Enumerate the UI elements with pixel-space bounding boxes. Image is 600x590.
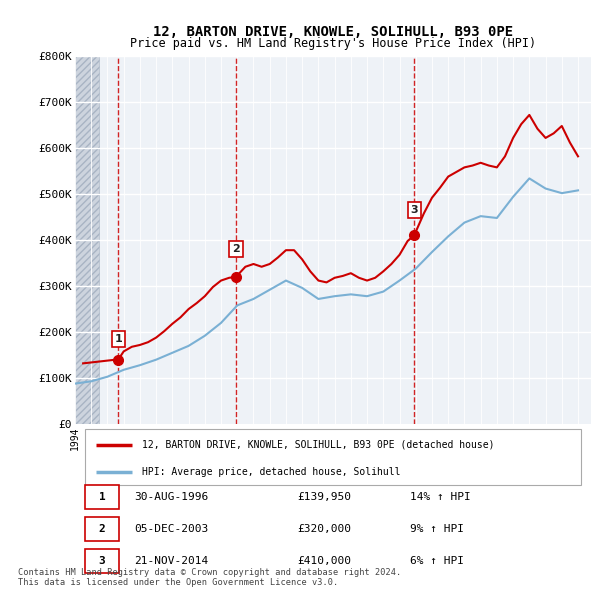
FancyBboxPatch shape xyxy=(85,429,581,485)
Text: 9% ↑ HPI: 9% ↑ HPI xyxy=(410,524,464,534)
FancyBboxPatch shape xyxy=(85,517,119,541)
Text: 3: 3 xyxy=(410,205,418,215)
Text: 6% ↑ HPI: 6% ↑ HPI xyxy=(410,556,464,566)
Text: £320,000: £320,000 xyxy=(297,524,351,534)
Text: 2: 2 xyxy=(99,524,106,534)
FancyBboxPatch shape xyxy=(85,485,119,509)
Text: 1: 1 xyxy=(99,492,106,502)
Text: £139,950: £139,950 xyxy=(297,492,351,502)
Text: 3: 3 xyxy=(99,556,106,566)
Text: 1: 1 xyxy=(114,334,122,344)
Text: 30-AUG-1996: 30-AUG-1996 xyxy=(134,492,209,502)
Text: Contains HM Land Registry data © Crown copyright and database right 2024.
This d: Contains HM Land Registry data © Crown c… xyxy=(18,568,401,587)
Text: 21-NOV-2014: 21-NOV-2014 xyxy=(134,556,209,566)
Bar xyxy=(75,56,100,424)
Text: 2: 2 xyxy=(232,244,240,254)
Text: 12, BARTON DRIVE, KNOWLE, SOLIHULL, B93 0PE: 12, BARTON DRIVE, KNOWLE, SOLIHULL, B93 … xyxy=(153,25,513,39)
Text: 14% ↑ HPI: 14% ↑ HPI xyxy=(410,492,471,502)
Text: Price paid vs. HM Land Registry's House Price Index (HPI): Price paid vs. HM Land Registry's House … xyxy=(130,37,536,50)
FancyBboxPatch shape xyxy=(85,549,119,573)
Text: HPI: Average price, detached house, Solihull: HPI: Average price, detached house, Soli… xyxy=(142,467,401,477)
Text: 05-DEC-2003: 05-DEC-2003 xyxy=(134,524,209,534)
Text: 12, BARTON DRIVE, KNOWLE, SOLIHULL, B93 0PE (detached house): 12, BARTON DRIVE, KNOWLE, SOLIHULL, B93 … xyxy=(142,440,494,450)
Text: £410,000: £410,000 xyxy=(297,556,351,566)
